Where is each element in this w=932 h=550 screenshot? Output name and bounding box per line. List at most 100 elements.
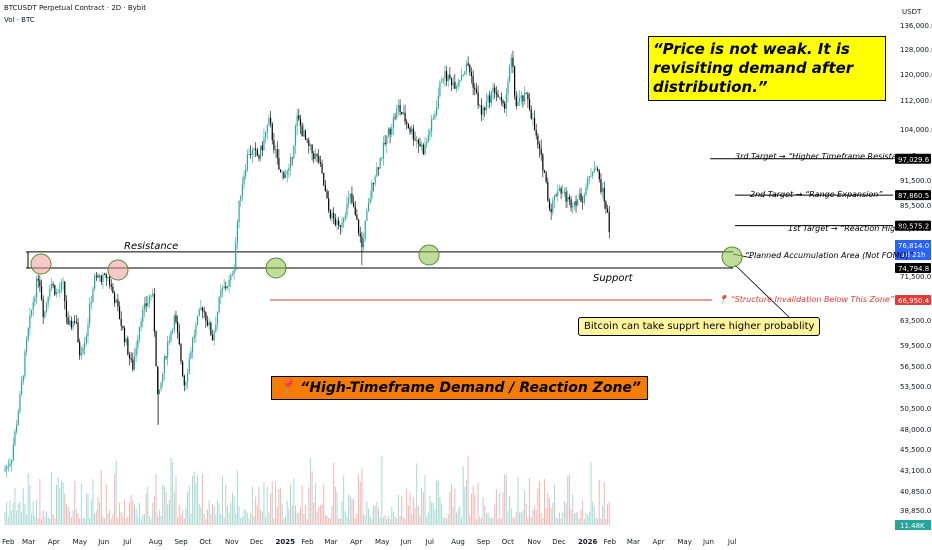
volume-bar	[416, 463, 418, 525]
candle-body	[225, 286, 227, 289]
x-tick-label: Sep	[477, 538, 491, 546]
volume-bar	[446, 517, 448, 525]
volume-bar	[268, 512, 270, 525]
volume-bar	[392, 511, 394, 525]
candle-body	[248, 154, 250, 155]
currency-label: USDT	[902, 8, 922, 16]
candle-body	[50, 283, 53, 289]
volume-bar	[185, 507, 187, 525]
candle-body	[182, 361, 184, 376]
candle-body	[382, 142, 385, 159]
candle-body	[346, 203, 348, 216]
candle-body	[321, 163, 323, 173]
volume-bar	[499, 492, 501, 525]
volume-bar	[39, 478, 41, 525]
volume-bar	[203, 514, 205, 525]
candle-body	[509, 66, 511, 82]
candle-body	[381, 158, 383, 160]
volume-bar	[447, 513, 449, 525]
candle-body	[528, 99, 531, 110]
candle-body	[547, 181, 549, 201]
volume-bar	[343, 475, 345, 525]
candle-body	[79, 342, 81, 356]
volume-bar	[236, 470, 238, 525]
volume-bar	[148, 516, 150, 525]
demand-zone-label: 📍 “High-Timeframe Demand / Reaction Zone…	[271, 376, 648, 400]
candle-body	[553, 195, 556, 201]
candle-body	[500, 97, 502, 101]
candle-body	[118, 306, 121, 319]
volume-bar	[560, 518, 562, 525]
volume-bar	[316, 511, 318, 525]
volume-bar	[397, 494, 399, 525]
candle-body	[416, 139, 418, 141]
volume-bar	[218, 504, 220, 525]
volume-bar	[479, 516, 481, 525]
candle-body	[218, 297, 220, 313]
candle-body	[409, 128, 411, 133]
volume-bar	[52, 514, 54, 525]
candle-body	[532, 118, 534, 119]
tag-volume-bg	[895, 520, 931, 530]
volume-layer	[4, 455, 610, 525]
x-tick-label: Feb	[2, 538, 15, 546]
candle-body	[112, 286, 114, 294]
volume-bar	[14, 488, 16, 525]
volume-bar	[525, 503, 527, 525]
volume-bar	[220, 514, 222, 525]
volume-bar	[432, 502, 434, 525]
volume-bar	[329, 518, 331, 525]
volume-bar	[351, 498, 353, 525]
candle-body	[431, 119, 433, 132]
candle-body	[517, 101, 519, 107]
volume-bar	[537, 488, 539, 525]
volume-bar	[323, 484, 325, 525]
volume-bar	[117, 517, 119, 525]
candle-body	[100, 275, 102, 282]
volume-bar	[157, 515, 159, 525]
candle-body	[205, 312, 207, 321]
candle-body	[105, 274, 107, 278]
candle-body	[343, 218, 345, 223]
candle-body	[492, 87, 494, 93]
volume-bar	[273, 518, 275, 525]
volume-bar	[21, 511, 23, 525]
tag-target1-bg	[895, 220, 931, 231]
target3-label: 3rd Target → “Higher Timeframe Resistanc…	[735, 152, 916, 161]
candle-body	[371, 183, 373, 199]
volume-bar	[301, 485, 303, 525]
candle-body	[445, 71, 448, 82]
candle-body	[276, 149, 278, 159]
volume-bar	[502, 492, 504, 525]
volume-bar	[348, 494, 350, 525]
volume-bar	[182, 509, 184, 525]
candle-body	[361, 236, 363, 248]
volume-bar	[452, 506, 454, 525]
candle-body	[515, 96, 517, 107]
candle-body	[397, 105, 400, 109]
candle-body	[220, 289, 222, 298]
volume-bar	[85, 493, 87, 525]
candle-body	[299, 119, 302, 126]
candle-body	[548, 200, 551, 209]
candle-body	[499, 97, 501, 98]
y-tick-label: 91,500.0	[900, 177, 931, 185]
volume-bar	[298, 513, 300, 525]
candle-body	[195, 324, 197, 336]
candle-body	[349, 193, 351, 199]
volume-bar	[338, 518, 340, 525]
candle-body	[279, 169, 282, 173]
candle-body	[366, 210, 368, 221]
volume-bar	[434, 509, 436, 525]
candle-body	[289, 157, 292, 168]
candle-body	[587, 178, 589, 188]
volume-bar	[341, 500, 343, 525]
candle-body	[557, 191, 559, 196]
x-tick-label: May	[375, 538, 389, 546]
volume-bar	[401, 495, 403, 525]
volume-bar	[92, 479, 94, 525]
invalidation-label: 📍 “Structure Invalidation Below This Zon…	[718, 295, 894, 304]
volume-bar	[296, 512, 298, 525]
candle-body	[377, 167, 380, 169]
